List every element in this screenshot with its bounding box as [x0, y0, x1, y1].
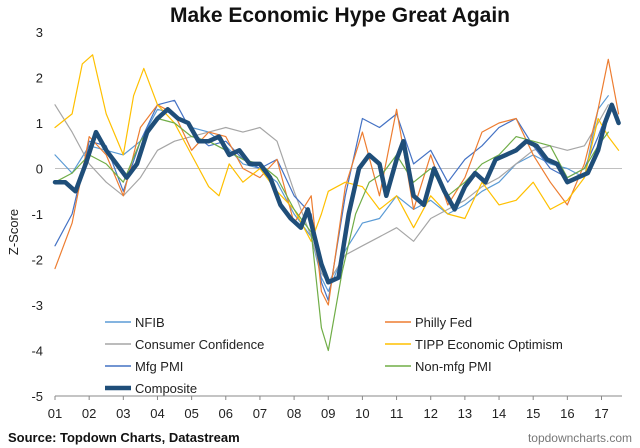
- x-tick-label: 14: [492, 406, 506, 421]
- x-tick-label: 11: [390, 406, 404, 421]
- legend-label-nfib: NFIB: [135, 315, 165, 330]
- series-line-mfg-pmi: [54, 99, 609, 301]
- x-axis: 01 02 03 04 05 06 07 08 09 10 11 12 13 14 15 16 17: [48, 396, 609, 421]
- series-lines: [52, 54, 621, 352]
- x-tick-label: 03: [116, 406, 130, 421]
- x-tick-label: 05: [184, 406, 198, 421]
- legend-label-tipp-economic-optimism: TIPP Economic Optimism: [415, 337, 563, 352]
- legend-label-philly-fed: Philly Fed: [415, 315, 472, 330]
- plot-area: [52, 54, 622, 397]
- y-tick-label: -4: [31, 344, 43, 359]
- legend-label-mfg-pmi: Mfg PMI: [135, 359, 183, 374]
- x-tick-label: 06: [219, 406, 233, 421]
- y-tick-label: -2: [31, 253, 43, 268]
- y-axis: 3 2 1 0 -1 -2 -3 -4 -5: [31, 25, 43, 404]
- series-line-philly-fed: [54, 58, 620, 306]
- y-axis-label: Z-Score: [6, 209, 21, 255]
- x-tick-label: 01: [48, 406, 62, 421]
- watermark: topdowncharts.com: [528, 431, 632, 445]
- x-tick-label: 16: [560, 406, 574, 421]
- y-tick-label: -3: [31, 298, 43, 313]
- y-tick-label: 2: [36, 71, 43, 86]
- y-tick-label: -5: [31, 389, 43, 404]
- x-tick-label: 13: [458, 406, 472, 421]
- series-line-consumer-confidence: [54, 104, 609, 283]
- legend-label-composite: Composite: [135, 381, 197, 396]
- chart-title: Make Economic Hype Great Again: [170, 4, 510, 27]
- x-tick-label: 10: [355, 406, 369, 421]
- x-tick-label: 12: [423, 406, 437, 421]
- x-tick-label: 09: [321, 406, 335, 421]
- legend: NFIB Philly Fed Consumer Confidence TIPP Ec…: [105, 315, 563, 396]
- x-tick-label: 17: [594, 406, 608, 421]
- y-tick-label: 0: [36, 162, 43, 177]
- x-tick-label: 15: [526, 406, 540, 421]
- x-tick-label: 08: [287, 406, 301, 421]
- series-line-nfib: [54, 95, 609, 292]
- x-tick-label: 07: [253, 406, 267, 421]
- series-line-tipp-economic-optimism: [54, 54, 620, 242]
- y-tick-label: -1: [31, 207, 43, 222]
- y-tick-label: 1: [36, 116, 43, 131]
- series-line-composite: [52, 102, 621, 285]
- legend-label-non-mfg-pmi: Non-mfg PMI: [415, 359, 492, 374]
- x-tick-label: 02: [82, 406, 96, 421]
- source-note: Source: Topdown Charts, Datastream: [8, 430, 240, 445]
- y-tick-label: 3: [36, 25, 43, 40]
- legend-label-consumer-confidence: Consumer Confidence: [135, 337, 264, 352]
- x-tick-label: 04: [150, 406, 164, 421]
